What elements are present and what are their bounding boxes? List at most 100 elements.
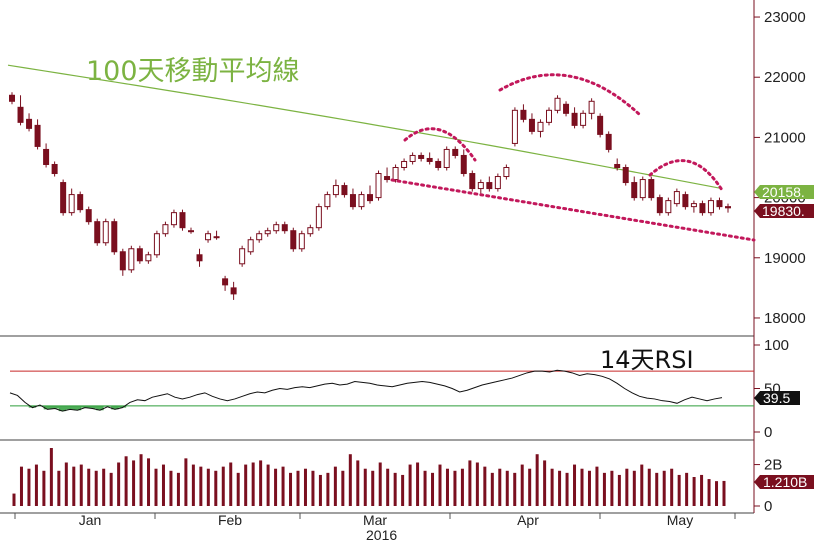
- volume-bar: [27, 468, 31, 506]
- candle: [571, 107, 578, 129]
- volume-bar: [655, 472, 659, 506]
- volume-bar: [296, 470, 300, 506]
- volume-bar: [49, 448, 53, 506]
- candle: [298, 230, 305, 252]
- candle: [281, 221, 288, 234]
- volume-bar: [617, 474, 621, 506]
- volume-bar: [117, 462, 121, 506]
- volume-bar: [535, 454, 539, 506]
- ma-annotation: 100天移動平均線: [86, 56, 300, 87]
- volume-bar: [139, 454, 143, 506]
- volume-bar: [550, 468, 554, 506]
- candle: [673, 188, 680, 207]
- candle: [375, 170, 382, 201]
- candle: [580, 110, 587, 129]
- volume-bar: [543, 460, 547, 506]
- volume-bar: [341, 470, 345, 506]
- candle: [111, 218, 118, 255]
- candle: [196, 248, 203, 267]
- volume-bar: [214, 470, 218, 506]
- candle: [477, 179, 484, 195]
- rsi-value-tag: 39.5: [754, 390, 800, 406]
- candle: [77, 191, 84, 213]
- volume-bar: [408, 464, 412, 506]
- ma-100-line: [7, 64, 723, 190]
- volume-bar: [72, 466, 76, 506]
- volume-bar: [124, 456, 128, 506]
- candle: [239, 245, 246, 267]
- candle: [597, 113, 604, 138]
- price-tick-label: 18000: [764, 310, 806, 327]
- candle: [170, 209, 177, 228]
- x-axis: Jan Feb Mar Apr May: [14, 512, 736, 528]
- candle: [418, 152, 425, 162]
- volume-tick-label: 2B: [764, 457, 782, 474]
- volume-bar: [363, 468, 367, 506]
- volume-bar: [460, 468, 464, 506]
- candle: [153, 230, 160, 258]
- candle: [145, 251, 152, 264]
- volume-bar: [42, 470, 46, 506]
- volume-bar: [386, 468, 390, 506]
- volume-bar: [700, 474, 704, 506]
- candle: [554, 95, 561, 114]
- volume-bar: [289, 472, 293, 506]
- volume-value-text: 1.210B: [763, 474, 807, 490]
- last-price-tag: 19830.: [754, 203, 814, 219]
- volume-bar: [318, 474, 322, 506]
- candle: [511, 107, 518, 147]
- candle: [26, 113, 33, 132]
- rsi-value-text: 39.5: [763, 390, 790, 406]
- volume-bar: [266, 464, 270, 506]
- volume-value-tag: 1.210B: [754, 474, 814, 490]
- candle: [85, 206, 92, 225]
- volume-bar: [423, 470, 427, 506]
- candle: [622, 164, 629, 186]
- candle: [349, 188, 356, 210]
- volume-bar: [176, 472, 180, 506]
- candle: [222, 275, 229, 291]
- volume-bar: [206, 468, 210, 506]
- price-tick-label: 19000: [764, 250, 806, 267]
- price-tick-label: 21000: [764, 129, 806, 146]
- x-tick-label: May: [667, 512, 693, 528]
- volume-bar: [573, 464, 577, 506]
- volume-bar: [259, 460, 263, 506]
- candle: [665, 197, 672, 216]
- candle: [341, 182, 348, 198]
- candle: [528, 113, 535, 135]
- candle: [520, 104, 527, 123]
- volume-bar: [595, 466, 599, 506]
- candle: [213, 230, 220, 240]
- candle: [682, 191, 689, 210]
- volume-bar: [147, 458, 151, 506]
- volume-bar: [401, 474, 405, 506]
- candle: [486, 176, 493, 192]
- volume-bar: [244, 464, 248, 506]
- volume-bars: [12, 448, 726, 506]
- volume-bar: [468, 460, 472, 506]
- volume-bar: [640, 464, 644, 506]
- candle: [460, 149, 467, 177]
- rsi-title: 14天RSI: [600, 346, 694, 374]
- volume-bar: [161, 464, 165, 506]
- x-axis-year: 2016: [366, 527, 397, 543]
- candle: [392, 164, 399, 183]
- volume-bar: [625, 468, 629, 506]
- candle: [503, 164, 510, 180]
- candle: [43, 143, 50, 168]
- candle: [264, 227, 271, 237]
- candle: [409, 152, 416, 165]
- candle: [188, 227, 194, 234]
- candle: [725, 203, 731, 213]
- candle: [435, 158, 442, 171]
- candlesticks: [9, 92, 731, 300]
- volume-bar: [274, 468, 278, 506]
- volume-bar: [57, 470, 61, 506]
- candle: [469, 170, 476, 192]
- candle: [690, 200, 697, 213]
- candle: [494, 173, 501, 192]
- volume-bar: [378, 462, 382, 506]
- volume-bar: [326, 472, 330, 506]
